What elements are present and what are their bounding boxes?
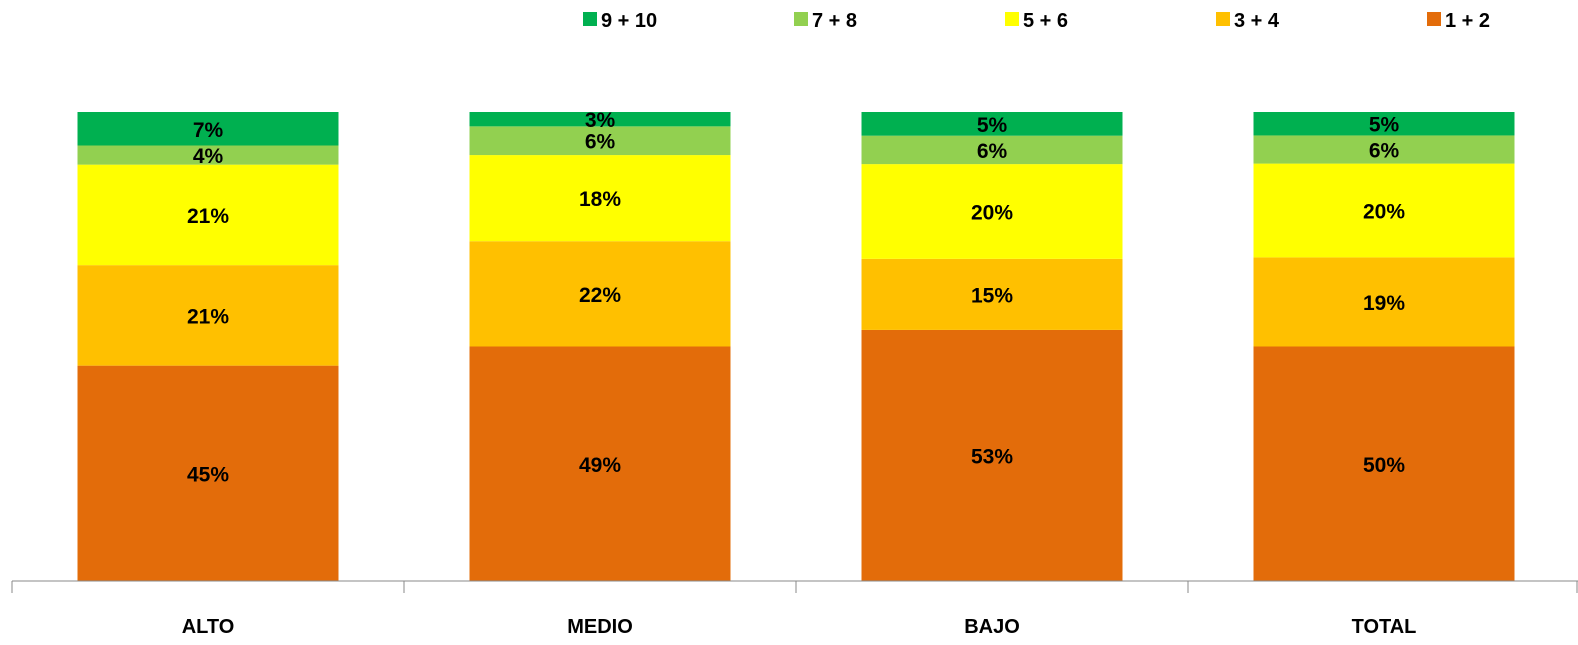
- legend-swatch-1-2: [1427, 12, 1441, 26]
- bar-segment-medio-1-2: [469, 346, 731, 581]
- legend-label-3-4: 3 + 4: [1234, 10, 1280, 32]
- data-label-total-1-2: 50%: [1363, 454, 1405, 477]
- bar-segment-alto-5-6: [77, 164, 339, 266]
- data-label-total-7-8: 6%: [1369, 140, 1400, 163]
- data-label-bajo-9-10: 5%: [977, 114, 1008, 137]
- data-label-bajo-1-2: 53%: [971, 445, 1013, 468]
- bar-segment-medio-7-8: [469, 126, 731, 156]
- data-label-alto-9-10: 7%: [193, 119, 224, 142]
- legend-label-1-2: 1 + 2: [1445, 10, 1490, 32]
- legend-swatch-3-4: [1216, 12, 1230, 26]
- bar-segment-total-3-4: [1253, 257, 1515, 347]
- data-label-medio-3-4: 22%: [579, 284, 621, 307]
- bar-segment-medio-3-4: [469, 241, 731, 347]
- data-label-total-5-6: 20%: [1363, 200, 1405, 223]
- legend-label-7-8: 7 + 8: [812, 10, 857, 32]
- bar-segment-medio-9-10: [469, 112, 731, 127]
- data-label-bajo-7-8: 6%: [977, 140, 1008, 163]
- data-label-alto-5-6: 21%: [187, 205, 229, 228]
- bar-segment-alto-3-4: [77, 265, 339, 366]
- data-label-bajo-5-6: 20%: [971, 201, 1013, 224]
- bar-segment-total-1-2: [1253, 346, 1515, 581]
- legend-label-9-10: 9 + 10: [601, 10, 657, 32]
- bar-segment-bajo-7-8: [861, 135, 1123, 165]
- data-label-alto-3-4: 21%: [187, 305, 229, 328]
- data-label-medio-9-10: 3%: [585, 109, 616, 132]
- category-label-alto: ALTO: [182, 616, 235, 638]
- data-label-total-3-4: 19%: [1363, 292, 1405, 315]
- bar-segment-alto-9-10: [77, 112, 339, 146]
- data-label-medio-5-6: 18%: [579, 188, 621, 211]
- bar-segment-total-9-10: [1253, 112, 1515, 136]
- legend-swatch-9-10: [583, 12, 597, 26]
- bars: 45%21%21%4%7%49%22%18%6%3%53%15%20%6%5%5…: [77, 109, 1515, 581]
- bar-segment-bajo-1-2: [861, 329, 1123, 581]
- bar-segment-total-5-6: [1253, 163, 1515, 258]
- data-label-total-9-10: 5%: [1369, 114, 1400, 137]
- data-label-medio-1-2: 49%: [579, 454, 621, 477]
- bar-segment-bajo-5-6: [861, 164, 1123, 259]
- x-axis: ALTO MEDIO BAJO TOTAL: [11, 580, 1578, 638]
- bar-segment-total-7-8: [1253, 135, 1515, 164]
- category-label-bajo: BAJO: [964, 616, 1020, 638]
- bar-segment-bajo-3-4: [861, 258, 1123, 330]
- bar-segment-alto-7-8: [77, 145, 339, 165]
- bar-segment-medio-5-6: [469, 155, 731, 242]
- category-label-total: TOTAL: [1352, 616, 1417, 638]
- category-label-medio: MEDIO: [567, 616, 633, 638]
- legend-swatch-7-8: [794, 12, 808, 26]
- legend-label-5-6: 5 + 6: [1023, 10, 1068, 32]
- data-label-alto-7-8: 4%: [193, 145, 224, 168]
- data-label-medio-7-8: 6%: [585, 131, 616, 154]
- data-label-bajo-3-4: 15%: [971, 284, 1013, 307]
- legend-swatch-5-6: [1005, 12, 1019, 26]
- bar-segment-bajo-9-10: [861, 112, 1123, 136]
- legend: 9 + 10 7 + 8 5 + 6 3 + 4 1 + 2: [583, 10, 1490, 32]
- bar-segment-alto-1-2: [77, 365, 339, 581]
- data-label-alto-1-2: 45%: [187, 463, 229, 486]
